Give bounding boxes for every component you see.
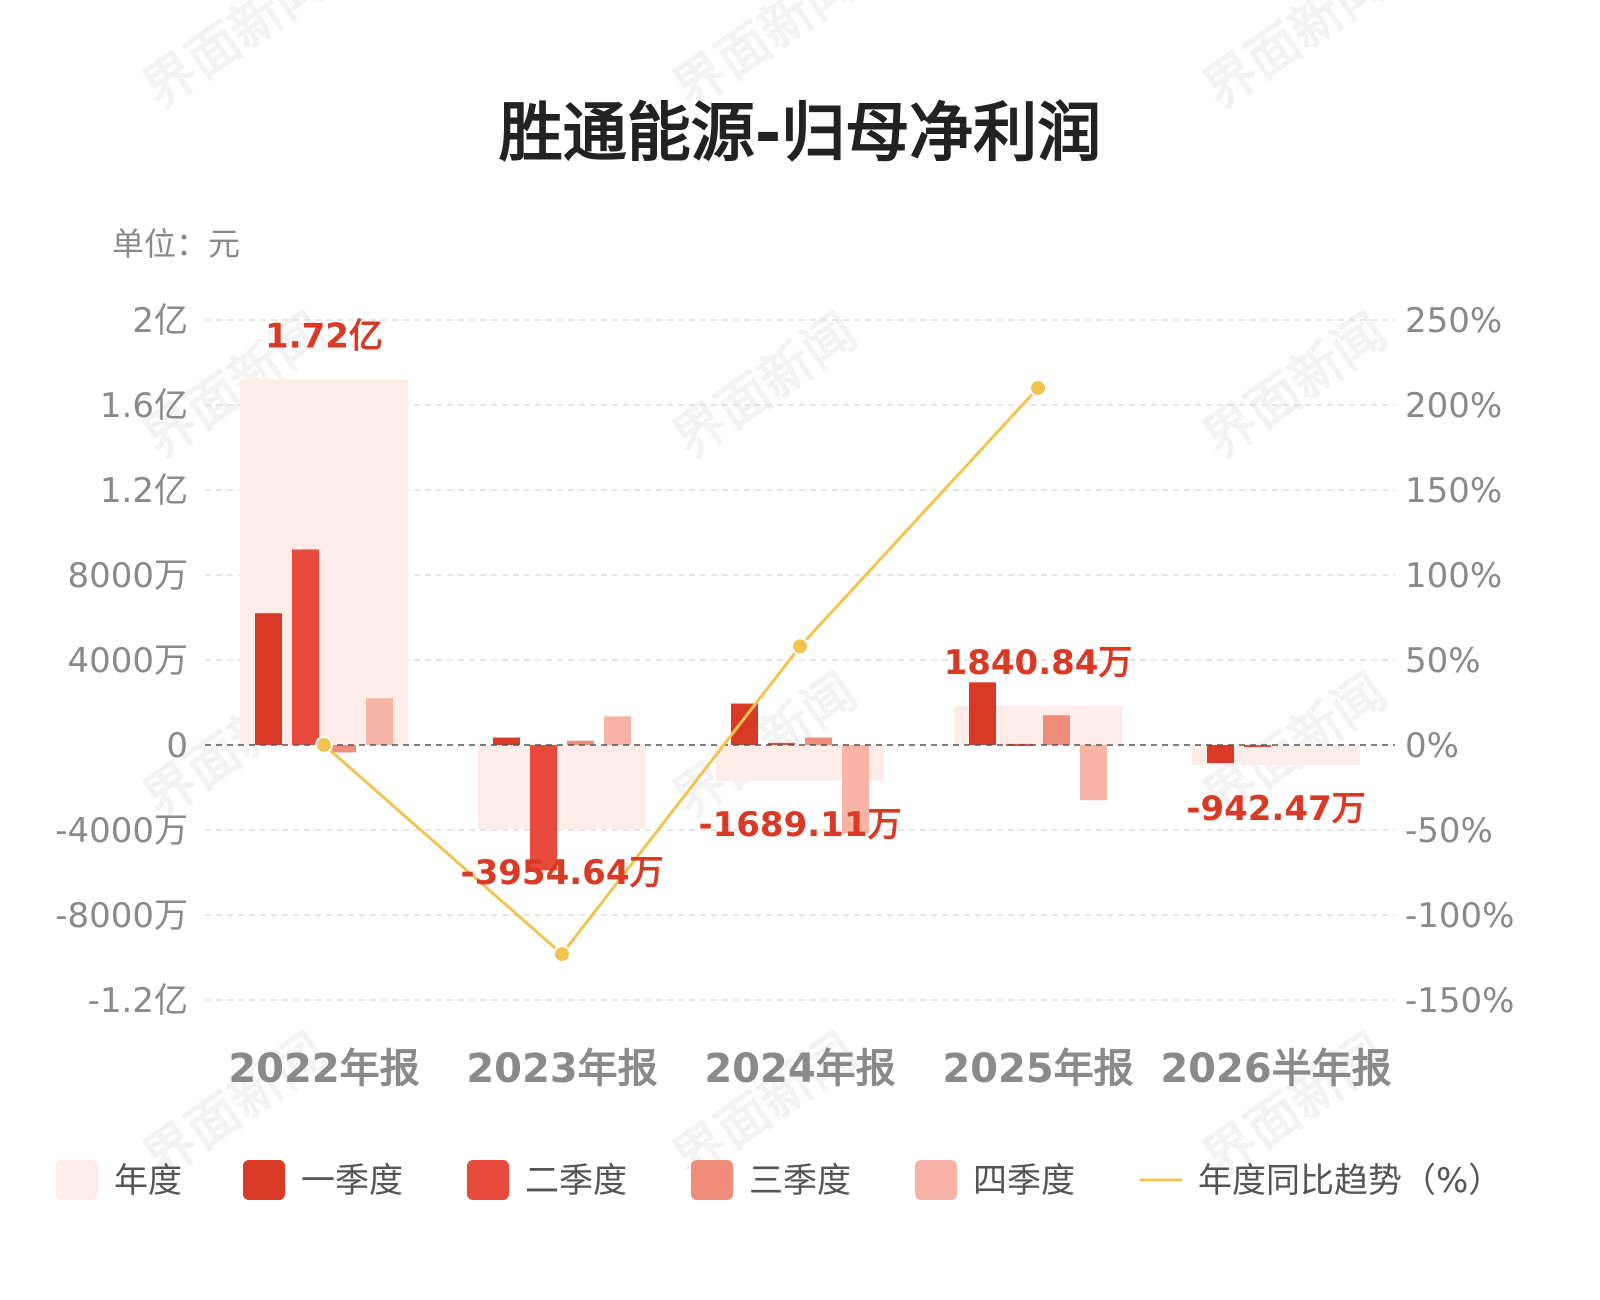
legend-label: 三季度 [749, 1161, 851, 1201]
x-category-label: 2022年报 [228, 1046, 419, 1092]
quarter-bars [255, 549, 1271, 871]
legend-label: 年度 [114, 1161, 182, 1201]
y-right-tick-label: 0% [1405, 726, 1459, 766]
annual-data-label: 1.72亿 [265, 317, 383, 357]
annual-data-label: 1840.84万 [944, 643, 1133, 683]
y-right-tick-label: 200% [1405, 386, 1502, 426]
quarter-bar [768, 742, 795, 745]
data-labels: 1.72亿 -3954.64万 -1689.11万 1840.84万 -942.47万 [265, 317, 1366, 894]
legend-swatch [691, 1160, 733, 1200]
annual-data-label: -3954.64万 [461, 853, 664, 893]
y-left-tick-label: -1.2亿 [88, 981, 188, 1021]
trend-point [1029, 379, 1047, 397]
legend-swatch [243, 1160, 285, 1200]
quarter-bar [969, 682, 996, 745]
quarter-bar [530, 745, 557, 871]
watermark-text: 界面新闻 [663, 302, 868, 470]
trend-point [315, 736, 333, 754]
x-category-label: 2023年报 [466, 1046, 657, 1092]
quarter-bar [1244, 745, 1271, 748]
quarter-bar [842, 745, 869, 834]
annual-bar [478, 745, 646, 830]
annual-data-label: -942.47万 [1186, 789, 1365, 829]
watermark-text: 界面新闻 [1193, 302, 1398, 470]
trend-line [315, 379, 1047, 964]
quarter-bar [292, 549, 319, 745]
y-left-tick-label: -8000万 [55, 896, 188, 936]
legend-swatch [56, 1160, 98, 1200]
quarter-bar [604, 716, 631, 745]
quarter-bar [805, 737, 832, 745]
watermark-text: 界面新闻 [133, 0, 338, 121]
y-left-tick-label: -4000万 [55, 811, 188, 851]
quarter-bar [567, 740, 594, 745]
y-left-tick-label: 0 [166, 726, 188, 766]
legend-swatch [467, 1160, 509, 1200]
watermark-text: 界面新闻 [1193, 0, 1398, 121]
legend-swatch [915, 1160, 957, 1200]
legend-label: 四季度 [973, 1161, 1075, 1201]
x-category-label: 2024年报 [704, 1046, 895, 1092]
quarter-bar [255, 613, 282, 745]
y-right-tick-label: 50% [1405, 641, 1481, 681]
x-category-label: 2025年报 [942, 1046, 1133, 1092]
y-right-tick-label: -100% [1405, 896, 1514, 936]
quarter-bar [493, 737, 520, 745]
quarter-bar [1043, 715, 1070, 745]
y-left-tick-label: 2亿 [132, 301, 188, 341]
y-right-tick-label: 250% [1405, 301, 1502, 341]
legend-label: 年度同比趋势（%） [1198, 1161, 1502, 1201]
annual-bars [240, 379, 1360, 830]
y-left-tick-label: 4000万 [67, 641, 188, 681]
axes: 2亿 1.6亿 1.2亿 8000万 4000万 0 -4000万 -8000万 -1.2亿 25… [55, 301, 1514, 1092]
y-right-tick-label: 100% [1405, 556, 1502, 596]
trend-point [553, 945, 571, 964]
y-left-tick-label: 8000万 [67, 556, 188, 596]
chart-title: 胜通能源-归母净利润 [499, 97, 1102, 171]
unit-label: 单位：元 [112, 225, 240, 263]
legend-label: 二季度 [525, 1161, 627, 1201]
quarter-bar [1080, 745, 1107, 801]
y-right-tick-label: -150% [1405, 981, 1514, 1021]
quarter-bar [366, 698, 393, 745]
y-right-tick-label: -50% [1405, 811, 1493, 851]
x-category-label: 2026半年报 [1160, 1046, 1391, 1092]
trend-polyline [323, 386, 1040, 957]
quarter-bar [731, 703, 758, 745]
y-left-tick-label: 1.6亿 [100, 386, 188, 426]
quarter-bar [329, 745, 356, 753]
quarter-bar [1207, 745, 1234, 764]
trend-point [791, 637, 809, 656]
legend-label: 一季度 [301, 1161, 403, 1201]
legend: 年度 一季度 二季度 三季度 四季度 年度同比趋势（%） [56, 1160, 1502, 1201]
annual-data-label: -1689.11万 [699, 805, 902, 845]
y-left-tick-label: 1.2亿 [100, 471, 188, 511]
y-right-tick-label: 150% [1405, 471, 1502, 511]
